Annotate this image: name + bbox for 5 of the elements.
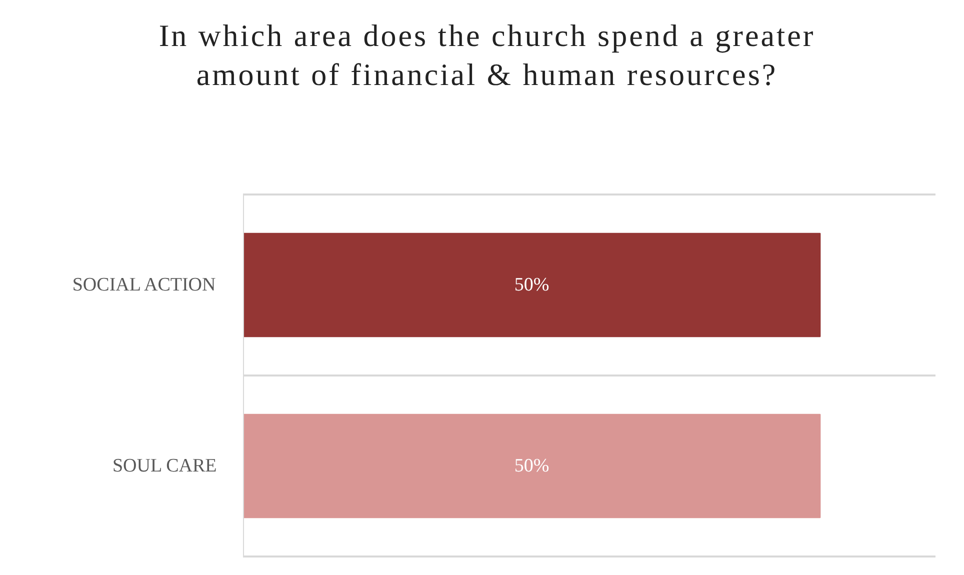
y-tick-label: SOCIAL ACTION (72, 274, 216, 296)
chart-title: In which area does the church spend a greater amount of financial & human resources? (158, 17, 816, 94)
data-label: 50% (514, 456, 550, 477)
y-tick-label: SOUL CARE (112, 456, 217, 477)
data-label: 50% (514, 274, 550, 296)
